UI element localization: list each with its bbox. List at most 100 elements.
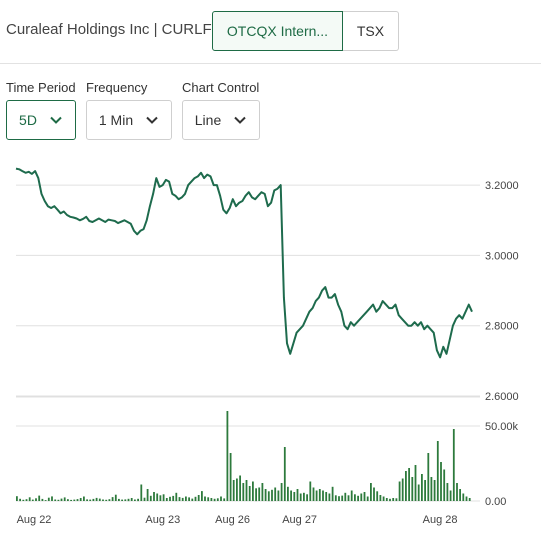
- tab-otcqx[interactable]: OTCQX Intern...: [212, 11, 343, 51]
- volume-bar: [430, 477, 433, 501]
- volume-bar: [382, 496, 385, 501]
- price-volume-chart[interactable]: 3.2000 3.0000 2.8000 2.6000 50.00k 0.00 Aug 22…: [0, 150, 541, 535]
- time-period-control: Time Period 5D: [6, 80, 76, 140]
- tab-tsx[interactable]: TSX: [343, 11, 399, 51]
- time-period-select[interactable]: 5D: [6, 100, 76, 140]
- volume-bar: [143, 497, 146, 501]
- volume-bar: [35, 498, 37, 501]
- volume-bar: [220, 496, 222, 501]
- time-period-label: Time Period: [6, 80, 76, 95]
- volume-bar: [134, 499, 136, 501]
- chart-control: Chart Control Line: [182, 80, 260, 140]
- volume-bar: [169, 496, 171, 501]
- volume-bar: [95, 497, 98, 501]
- volume-bar: [338, 496, 340, 501]
- volume-bar: [379, 495, 382, 501]
- volume-bar: [60, 498, 63, 501]
- volume-bar: [76, 499, 79, 501]
- chevron-down-icon: [234, 116, 246, 124]
- volume-bar: [83, 496, 85, 501]
- price-series: [15, 167, 473, 359]
- volume-bar: [31, 499, 34, 501]
- volume-bar: [201, 491, 203, 501]
- volume-bar: [185, 496, 187, 501]
- volume-bar: [89, 499, 92, 501]
- volume-bar: [204, 496, 206, 501]
- price-tick-label: 2.6000: [485, 391, 519, 403]
- volume-bar: [274, 487, 277, 501]
- volume-bar: [443, 469, 446, 501]
- volume-bar: [306, 494, 308, 502]
- volume-bar: [162, 494, 165, 502]
- volume-bar: [108, 499, 111, 501]
- volume-bar: [175, 492, 178, 502]
- volume-bar: [408, 468, 410, 501]
- volume-bar: [280, 483, 283, 501]
- volume-bar: [325, 492, 328, 501]
- volume-bar: [92, 498, 95, 501]
- time-period-value: 5D: [19, 112, 37, 128]
- volume-bar: [188, 497, 190, 501]
- volume-bar: [207, 497, 210, 502]
- volume-bar: [433, 480, 436, 501]
- volume-bar: [255, 488, 257, 502]
- volume-bar: [25, 499, 28, 501]
- volume-bar: [398, 481, 401, 501]
- volume-bar: [373, 487, 375, 501]
- volume-bar: [79, 498, 82, 501]
- chevron-down-icon: [146, 116, 158, 124]
- volume-bar: [44, 500, 47, 501]
- volume-bar: [334, 495, 337, 501]
- volume-bar: [159, 495, 162, 501]
- volume-bar: [73, 499, 76, 501]
- volume-bar: [124, 499, 127, 501]
- volume-bar: [111, 497, 114, 501]
- volume-bar: [299, 493, 302, 501]
- volume-bar: [293, 492, 296, 501]
- volume-bar: [216, 498, 219, 501]
- volume-bar: [315, 490, 318, 501]
- volume-bar: [421, 474, 423, 501]
- volume-bar: [54, 499, 57, 501]
- volume-bar: [67, 499, 69, 501]
- volume-bar: [236, 478, 238, 501]
- volume-bar: [303, 492, 305, 502]
- volume-bar: [118, 498, 120, 501]
- volume-bar: [98, 498, 101, 501]
- volume-bar: [28, 497, 31, 502]
- volume-bar: [252, 481, 254, 501]
- date-tick-label: Aug 23: [145, 514, 180, 526]
- volume-bar: [344, 492, 347, 502]
- volume-bar: [347, 495, 350, 501]
- volume-bar: [239, 475, 241, 501]
- volume-bar: [137, 498, 139, 502]
- volume-bar: [127, 498, 130, 502]
- frequency-select[interactable]: 1 Min: [86, 100, 172, 140]
- chart-type-select[interactable]: Line: [182, 100, 260, 140]
- volume-bar: [392, 498, 395, 501]
- header-bar: Curaleaf Holdings Inc | CURLF OTCQX Inte…: [0, 0, 541, 64]
- volume-bar: [248, 486, 251, 501]
- price-tick-label: 2.8000: [485, 321, 519, 333]
- volume-bar: [140, 484, 143, 501]
- volume-bar: [130, 498, 133, 501]
- volume-bar: [385, 498, 388, 501]
- volume-bar: [153, 492, 155, 501]
- volume-bar: [312, 487, 315, 501]
- volume-bar: [309, 481, 312, 501]
- volume-tick-label: 50.00k: [485, 421, 519, 433]
- volume-bar: [287, 486, 289, 502]
- company-title: Curaleaf Holdings Inc | CURLF: [6, 21, 212, 38]
- volume-bar: [242, 483, 245, 501]
- volume-bar: [267, 491, 270, 502]
- volume-bar: [350, 490, 353, 501]
- volume-bar: [194, 496, 197, 501]
- volume-bar: [191, 498, 194, 501]
- volume-bar: [341, 495, 344, 501]
- volume-bar: [86, 499, 88, 501]
- volume-bar: [16, 496, 18, 501]
- volume-bar: [105, 499, 108, 501]
- price-tick-label: 3.0000: [485, 250, 519, 262]
- volume-bar: [51, 496, 53, 501]
- volume-bar: [360, 493, 363, 501]
